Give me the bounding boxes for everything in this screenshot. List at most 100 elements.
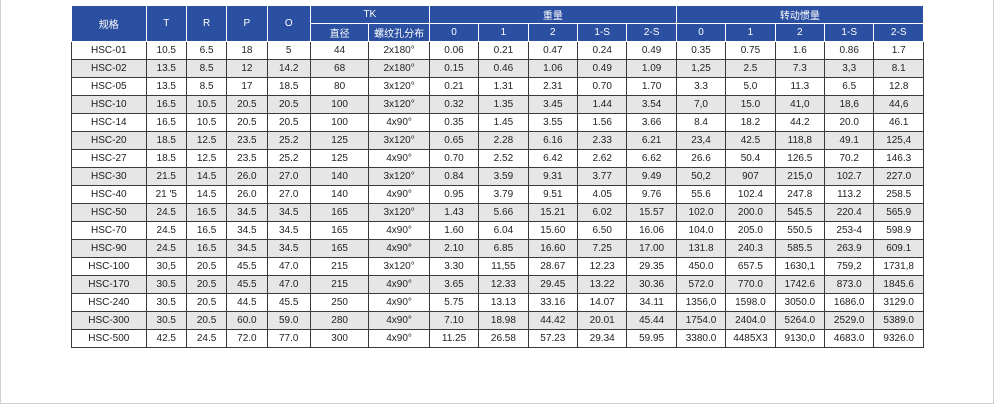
table-cell: 6.21 (626, 131, 677, 150)
model-cell: HSC-30 (71, 167, 147, 186)
header-inertia-1: 1 (725, 23, 776, 42)
table-cell: 240.3 (725, 239, 776, 258)
table-cell: 42.5 (145, 329, 187, 348)
table-cell: 2x180° (368, 41, 430, 60)
table-cell: 23,4 (675, 131, 727, 150)
model-cell: HSC-01 (71, 41, 147, 60)
table-cell: 21.5 (145, 167, 187, 186)
table-cell: 29.45 (527, 275, 579, 294)
table-cell: 20.5 (185, 257, 228, 276)
table-cell: 13.22 (576, 275, 628, 294)
table-cell: 3050.0 (774, 293, 826, 312)
table-cell: 140 (309, 167, 370, 186)
table-cell: 6.02 (576, 203, 628, 222)
table-cell: 125,4 (873, 131, 924, 150)
model-cell: HSC-40 (71, 185, 147, 204)
table-cell: 4x90° (368, 293, 430, 312)
table-row: HSC-30 21.5 14.5 26.0 27.0 140 3x120° 0.84 3.59 9… (71, 167, 924, 186)
table-cell: 18.5 (145, 149, 187, 168)
table-cell: 2404.0 (725, 311, 776, 330)
table-cell: 3x120° (368, 77, 430, 96)
model-cell: HSC-100 (71, 257, 147, 276)
table-cell: 20.5 (266, 95, 311, 114)
table-cell: 258.5 (873, 185, 924, 204)
table-cell: 3.79 (478, 185, 529, 204)
table-cell: 45.5 (226, 257, 268, 276)
table-cell: 0.84 (428, 167, 480, 186)
table-cell: 1.56 (576, 113, 628, 132)
table-cell: 3x120° (368, 131, 430, 150)
table-cell: 2.52 (478, 149, 529, 168)
table-cell: 11,55 (478, 257, 529, 276)
table-row: HSC-05 13.5 8.5 17 18.5 80 3x120° 0.21 1.31 2.31 0… (71, 77, 924, 96)
header-weight-2s: 2-S (626, 23, 677, 42)
table-cell: 57.23 (527, 329, 579, 348)
table-cell: 20.0 (824, 113, 875, 132)
table-cell: 3x120° (368, 95, 430, 114)
table-cell: 7.3 (774, 59, 826, 78)
table-cell: 9.51 (527, 185, 579, 204)
table-cell: 1.45 (478, 113, 529, 132)
header-p: P (226, 5, 268, 42)
table-cell: 1630,1 (774, 257, 826, 276)
table-cell: 6.5 (824, 77, 875, 96)
table-cell: 55.6 (675, 185, 727, 204)
table-cell: 13.5 (145, 77, 187, 96)
table-cell: 1.7 (873, 41, 924, 60)
table-cell: 0.70 (576, 77, 628, 96)
table-cell: 2.5 (725, 59, 776, 78)
table-row: HSC-01 10.5 6.5 18 5 44 2x180° 0.06 0.21 0.47 0.24… (71, 41, 924, 60)
table-row: HSC-20 18.5 12.5 23.5 25.2 125 3x120° 0.65 2.28 6… (71, 131, 924, 150)
table-cell: 24.5 (185, 329, 228, 348)
table-cell: 30,5 (145, 257, 187, 276)
table-cell: 0.47 (527, 41, 579, 60)
table-cell: 4x90° (368, 185, 430, 204)
table-cell: 26.58 (478, 329, 529, 348)
model-cell: HSC-14 (71, 113, 147, 132)
table-row: HSC-40 21 '5 14.5 26.0 27.0 140 4x90° 0.95 3.79 9… (71, 185, 924, 204)
table-cell: 30.5 (145, 293, 187, 312)
table-cell: 18.5 (266, 77, 311, 96)
table-cell: 15.21 (527, 203, 579, 222)
table-cell: 45.44 (626, 311, 677, 330)
table-cell: 12.33 (478, 275, 529, 294)
table-cell: 42.5 (725, 131, 776, 150)
table-cell: 9.49 (626, 167, 677, 186)
table-cell: 585.5 (774, 239, 826, 258)
model-cell: HSC-02 (71, 59, 147, 78)
table-cell: 30.5 (145, 311, 187, 330)
table-cell: 9.31 (527, 167, 579, 186)
table-cell: 247.8 (774, 185, 826, 204)
table-cell: 23.5 (226, 149, 268, 168)
table-cell: 131.8 (675, 239, 727, 258)
table-cell: 550.5 (774, 221, 826, 240)
table-cell: 215,0 (774, 167, 826, 186)
table-cell: 3.54 (626, 95, 677, 114)
table-cell: 16.5 (185, 203, 228, 222)
table-cell: 2x180° (368, 59, 430, 78)
table-cell: 0.70 (428, 149, 480, 168)
table-row: HSC-02 13.5 8.5 12 14.2 68 2x180° 0.15 0.46 1.06 0… (71, 59, 924, 78)
table-cell: 3.3 (675, 77, 727, 96)
table-cell: 2.62 (576, 149, 628, 168)
table-cell: 6.5 (185, 41, 228, 60)
model-cell: HSC-170 (71, 275, 147, 294)
table-cell: 102.7 (824, 167, 875, 186)
table-cell: 26.0 (226, 185, 268, 204)
table-cell: 125 (309, 149, 370, 168)
table-cell: 5.75 (428, 293, 480, 312)
table-cell: 3.30 (428, 257, 480, 276)
table-cell: 6.42 (527, 149, 579, 168)
table-cell: 34.5 (266, 203, 311, 222)
table-row: HSC-27 18.5 12.5 23.5 25.2 125 4x90° 0.70 2.52 6.… (71, 149, 924, 168)
table-cell: 572.0 (675, 275, 727, 294)
table-cell: 34.5 (226, 221, 268, 240)
table-cell: 12.5 (185, 149, 228, 168)
table-cell: 46.1 (873, 113, 924, 132)
table-cell: 1598.0 (725, 293, 776, 312)
table-cell: 59.95 (626, 329, 677, 348)
table-cell: 18 (226, 41, 268, 60)
table-cell: 1.31 (478, 77, 529, 96)
table-cell: 6.85 (478, 239, 529, 258)
table-cell: 5.0 (725, 77, 776, 96)
